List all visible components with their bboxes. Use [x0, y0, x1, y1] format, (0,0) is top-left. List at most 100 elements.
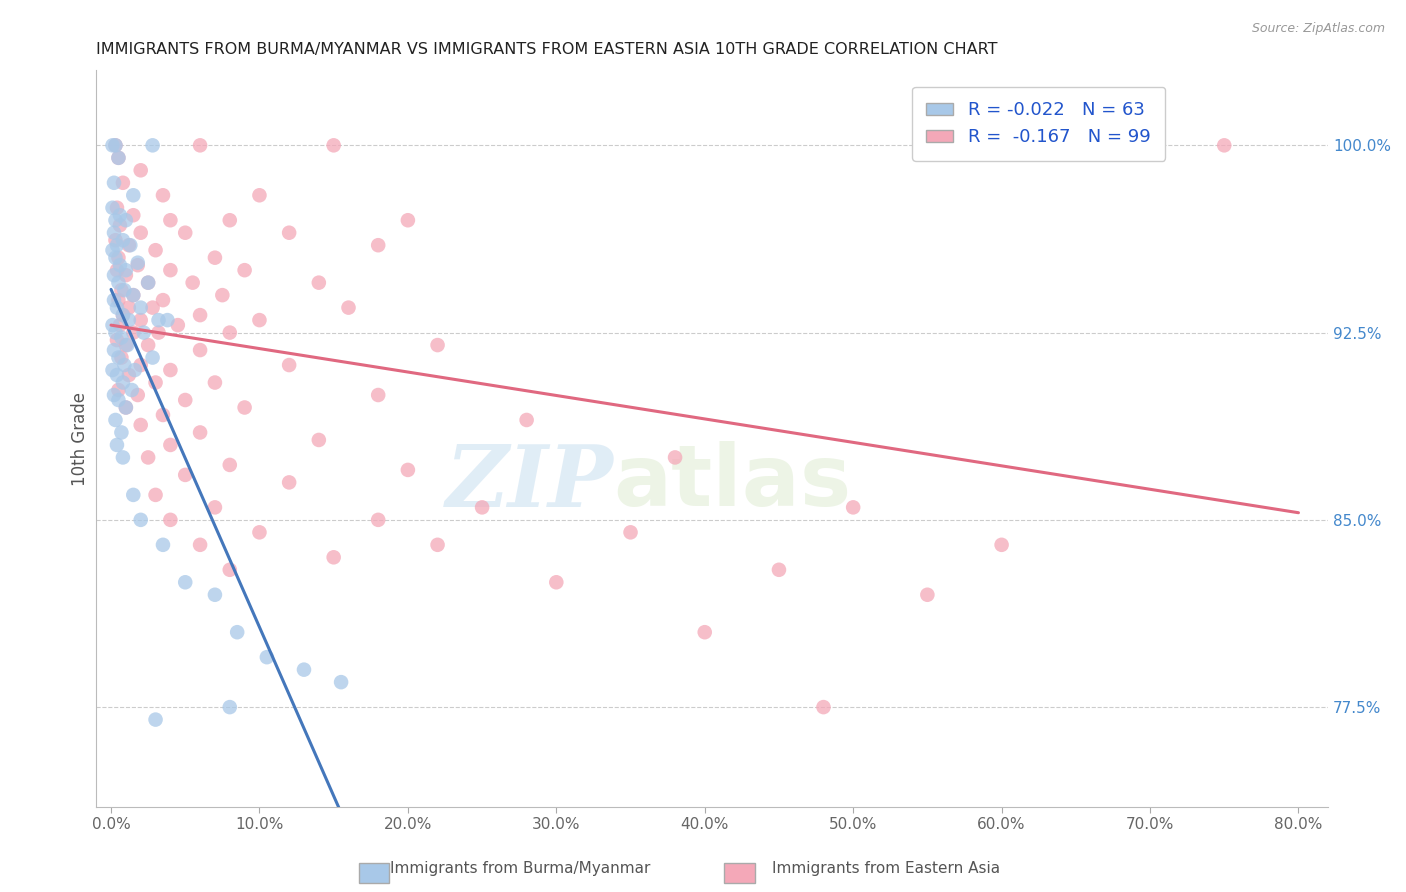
Point [104, 213, 127, 227]
Point [292, 663, 315, 677]
Point [105, 368, 128, 382]
Point [118, 301, 141, 315]
Point [101, 243, 124, 257]
Point [104, 251, 127, 265]
Point [181, 276, 204, 290]
Point [104, 233, 127, 247]
Point [152, 188, 174, 202]
Point [367, 513, 389, 527]
Point [990, 538, 1012, 552]
Point [129, 301, 152, 315]
Point [101, 138, 124, 153]
Point [471, 500, 494, 515]
Point [112, 358, 135, 372]
Point [111, 308, 134, 322]
Point [103, 176, 125, 190]
Point [218, 563, 240, 577]
Point [174, 392, 197, 407]
Point [129, 163, 152, 178]
Point [111, 376, 134, 390]
Point [142, 301, 165, 315]
Point [188, 343, 211, 357]
Point [117, 338, 139, 352]
Point [159, 263, 181, 277]
Point [218, 700, 240, 714]
Point [104, 413, 127, 427]
Point [129, 513, 152, 527]
Point [108, 218, 131, 232]
Point [1213, 138, 1236, 153]
Point [159, 213, 181, 227]
Point [101, 318, 124, 332]
Point [129, 226, 152, 240]
Point [322, 138, 344, 153]
Point [124, 363, 146, 377]
Point [104, 138, 127, 153]
Point [145, 243, 167, 257]
Point [122, 288, 145, 302]
Point [112, 283, 135, 297]
Text: Immigrants from Burma/Myanmar: Immigrants from Burma/Myanmar [389, 861, 651, 876]
Point [127, 255, 149, 269]
Point [111, 308, 134, 322]
Point [136, 338, 159, 352]
Text: IMMIGRANTS FROM BURMA/MYANMAR VS IMMIGRANTS FROM EASTERN ASIA 10TH GRADE CORRELA: IMMIGRANTS FROM BURMA/MYANMAR VS IMMIGRA… [96, 42, 998, 57]
Point [104, 326, 127, 340]
Point [249, 188, 271, 202]
Point [104, 138, 127, 153]
Point [122, 288, 145, 302]
Point [122, 208, 145, 222]
Point [159, 438, 181, 452]
Point [152, 293, 174, 307]
Point [136, 276, 159, 290]
Point [367, 238, 389, 252]
Point [107, 383, 129, 397]
Point [103, 343, 125, 357]
Point [204, 251, 226, 265]
Point [107, 251, 129, 265]
Point [127, 258, 149, 272]
Point [188, 538, 211, 552]
Y-axis label: 10th Grade: 10th Grade [72, 392, 89, 486]
Point [156, 313, 179, 327]
Point [107, 293, 129, 307]
Point [136, 450, 159, 465]
Point [111, 450, 134, 465]
Point [129, 313, 152, 327]
Point [122, 488, 145, 502]
Text: Source: ZipAtlas.com: Source: ZipAtlas.com [1251, 22, 1385, 36]
Point [105, 301, 128, 315]
Point [107, 151, 129, 165]
Point [107, 151, 129, 165]
Point [1019, 138, 1042, 153]
Point [693, 625, 716, 640]
Point [188, 308, 211, 322]
Point [108, 318, 131, 332]
Point [101, 363, 124, 377]
Point [145, 376, 167, 390]
Point [110, 283, 132, 297]
Point [129, 417, 152, 432]
Point [233, 401, 256, 415]
Point [174, 467, 197, 482]
Point [226, 625, 249, 640]
Point [278, 475, 301, 490]
Point [218, 326, 240, 340]
Point [813, 700, 835, 714]
Point [108, 208, 131, 222]
Point [159, 363, 181, 377]
Point [174, 226, 197, 240]
Point [115, 401, 138, 415]
Point [664, 450, 686, 465]
Point [152, 408, 174, 422]
Point [148, 326, 170, 340]
Point [619, 525, 641, 540]
Text: atlas: atlas [613, 442, 852, 524]
Point [917, 588, 939, 602]
Point [129, 358, 152, 372]
Point [188, 138, 211, 153]
Point [122, 326, 145, 340]
Point [337, 301, 360, 315]
Point [249, 313, 271, 327]
Point [103, 268, 125, 282]
